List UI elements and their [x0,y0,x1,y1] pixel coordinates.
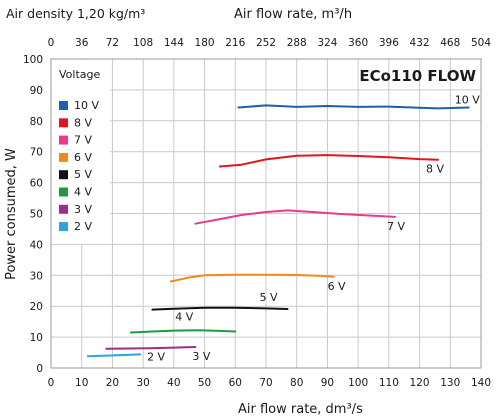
chart-title: ECo110 FLOW [359,67,476,85]
series-end-label: 8 V [426,163,444,176]
series-end-label: 6 V [328,280,346,293]
axes: 0 10 20 30 40 50 60 70 80 90 100 110 120 130 140 0 10 20 3… [23,37,491,389]
x-axis-title: Air flow rate, dm³/s [238,402,363,417]
top-tick-label: 0 [48,37,55,49]
legend-label: 7 V [74,134,92,147]
legend-swatch [59,152,68,162]
grid [50,58,482,369]
top-axis-title: Air flow rate, m³/h [234,7,352,22]
top-tick-label: 36 [75,37,89,49]
y-tick-label: 0 [36,363,43,375]
legend-label: 8 V [74,116,92,129]
legend-label: 6 V [74,151,92,164]
x-tick-label: 80 [290,377,303,389]
plot-frame [50,58,482,369]
legend-label: 2 V [74,220,92,233]
top-tick-label: 288 [287,37,307,49]
legend-swatch [59,187,68,197]
legend-swatch [59,118,68,128]
series-line [218,154,439,168]
series-line [151,306,289,311]
legend-swatch [59,101,68,110]
top-tick-label: 468 [440,37,460,49]
air-density-label: Air density 1,20 kg/m³ [6,6,145,21]
legend-label: 10 V [74,99,99,112]
legend-swatch [59,204,68,214]
series-line [169,273,335,283]
series-end-label: 5 V [260,291,278,304]
top-tick-label: 360 [348,37,368,49]
x-tick-label: 120 [410,377,430,389]
y-tick-label: 50 [30,209,43,221]
legend-swatch [59,135,68,145]
series-line [86,353,142,358]
x-tick-label: 100 [348,377,368,389]
top-tick-label: 108 [133,37,153,49]
x-tick-label: 90 [321,377,334,389]
y-tick-label: 80 [30,116,43,128]
y-tick-label: 70 [30,147,43,159]
top-tick-label: 144 [164,37,184,49]
y-tick-label: 10 [30,332,43,344]
y-tick-label: 30 [30,270,43,282]
series-line [129,329,237,334]
y-tick-label: 20 [30,301,43,313]
legend-label: 4 V [74,186,92,199]
legend-title: Voltage [59,68,100,81]
series-line [105,346,197,350]
x-tick-label: 50 [198,377,211,389]
x-tick-label: 20 [106,377,119,389]
x-tick-label: 140 [471,377,491,389]
y-axis-title: Power consumed, W [4,148,19,280]
x-tick-label: 130 [440,377,460,389]
series-end-label: 7 V [387,220,405,233]
top-tick-label: 396 [379,37,399,49]
series-lines: 10 V 8 V 7 V 6 V 5 V 4 V 3 V 2 V [86,94,480,363]
legend-label: 3 V [74,203,92,216]
top-tick-label: 432 [410,37,430,49]
y-tick-label: 90 [30,85,43,97]
series-end-label: 2 V [147,350,165,363]
x-tick-label: 70 [259,377,272,389]
y-tick-label: 60 [30,178,43,190]
legend-label: 5 V [74,168,92,181]
series-end-label: 3 V [192,350,210,363]
x-tick-label: 40 [167,377,180,389]
series-end-label: 4 V [175,311,193,324]
chart-text: Air density 1,20 kg/m³ Air flow rate, m³… [4,6,476,417]
y-tick-label: 40 [30,239,43,251]
series-line [194,209,396,225]
series-line [237,104,470,110]
legend-swatch [59,222,68,232]
series-end-label: 10 V [455,94,480,107]
legend-swatch [59,170,68,180]
top-tick-label: 216 [225,37,245,49]
legend: 10 V 8 V 7 V 6 V 5 V 4 V 3 V 2 V [52,60,110,244]
y-tick-label: 100 [23,54,43,66]
x-tick-label: 30 [136,377,149,389]
x-tick-label: 10 [75,377,88,389]
top-tick-label: 252 [256,37,276,49]
top-tick-label: 504 [471,37,491,49]
x-tick-label: 110 [379,377,399,389]
top-tick-label: 180 [195,37,215,49]
top-tick-label: 324 [317,37,337,49]
top-tick-label: 72 [106,37,119,49]
x-tick-label: 0 [48,377,55,389]
x-tick-label: 60 [229,377,242,389]
